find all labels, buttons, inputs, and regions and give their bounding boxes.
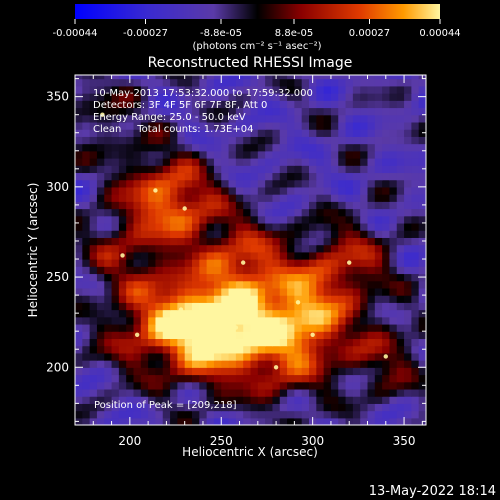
bright-source-mark	[233, 325, 239, 330]
y-tick-label: 250	[46, 270, 69, 284]
footer-timestamp: 13-May-2022 18:14	[369, 484, 496, 499]
x-tick-label: 200	[118, 434, 141, 448]
bright-source-mark	[383, 354, 388, 359]
x-tick-label: 350	[393, 434, 416, 448]
chart-title: Reconstructed RHESSI Image	[148, 55, 353, 71]
x-axis-label: Heliocentric X (arcsec)	[182, 445, 318, 459]
colorbar-tick-label: -0.00044	[53, 28, 98, 39]
bright-source-mark	[273, 365, 279, 370]
bright-source-mark	[347, 260, 352, 265]
y-tick-label: 350	[46, 90, 69, 104]
axis-ticks: 200 250 300 350 200 250 300 350	[46, 75, 426, 448]
x-tick-label: 250	[210, 434, 233, 448]
annotation-energy: Energy Range: 25.0 - 50.0 keV	[93, 112, 246, 123]
colorbar-ticks: -0.00044 -0.00027 -8.8e-05 8.8e-05 0.00027 0.…	[53, 19, 461, 39]
bright-source-mark	[153, 188, 158, 193]
colorbar-tick-label: -0.00027	[123, 28, 168, 39]
bright-source-mark	[310, 332, 315, 337]
plot-area: 200 250 300 350 200 250 300 350	[46, 74, 427, 448]
colorbar-gradient	[75, 4, 440, 19]
y-tick-label: 200	[46, 360, 69, 374]
annotation-detectors: Detectors: 3F 4F 5F 6F 7F 8F, Att 0	[93, 100, 267, 111]
bright-source-mark	[178, 307, 184, 312]
plot-frame	[74, 74, 427, 426]
bright-source-mark	[182, 206, 187, 211]
bright-source-mark	[100, 112, 105, 117]
bright-source-mark	[295, 300, 301, 305]
colorbar-tick-label: 0.00044	[419, 28, 460, 39]
colorbar-tick-label: 0.00027	[349, 28, 390, 39]
x-tick-label: 300	[301, 434, 324, 448]
colorbar-tick-label: -8.8e-05	[200, 28, 242, 39]
colorbar-tick-label: 8.8e-05	[275, 28, 313, 39]
annotation-clean: Clean Total counts: 1.73E+04	[93, 124, 253, 135]
bright-source-mark	[120, 253, 125, 258]
y-tick-label: 300	[46, 180, 69, 194]
y-axis-label: Heliocentric Y (arcsec)	[26, 183, 40, 318]
heatmap-image	[75, 75, 426, 425]
annotation-time: 10-May-2013 17:53:32.000 to 17:59:32.000	[93, 88, 313, 99]
colorbar: -0.00044 -0.00027 -8.8e-05 8.8e-05 0.00027 0.…	[53, 4, 461, 52]
bright-source-mark	[240, 260, 246, 265]
colorbar-label: (photons cm⁻² s⁻¹ asec⁻²)	[192, 41, 321, 52]
annotations: 10-May-2013 17:53:32.000 to 17:59:32.000…	[93, 88, 313, 411]
bright-source-mark	[197, 347, 202, 352]
bright-source-mark	[134, 332, 140, 337]
annotation-peak: Position of Peak = [209,218]	[94, 400, 237, 411]
